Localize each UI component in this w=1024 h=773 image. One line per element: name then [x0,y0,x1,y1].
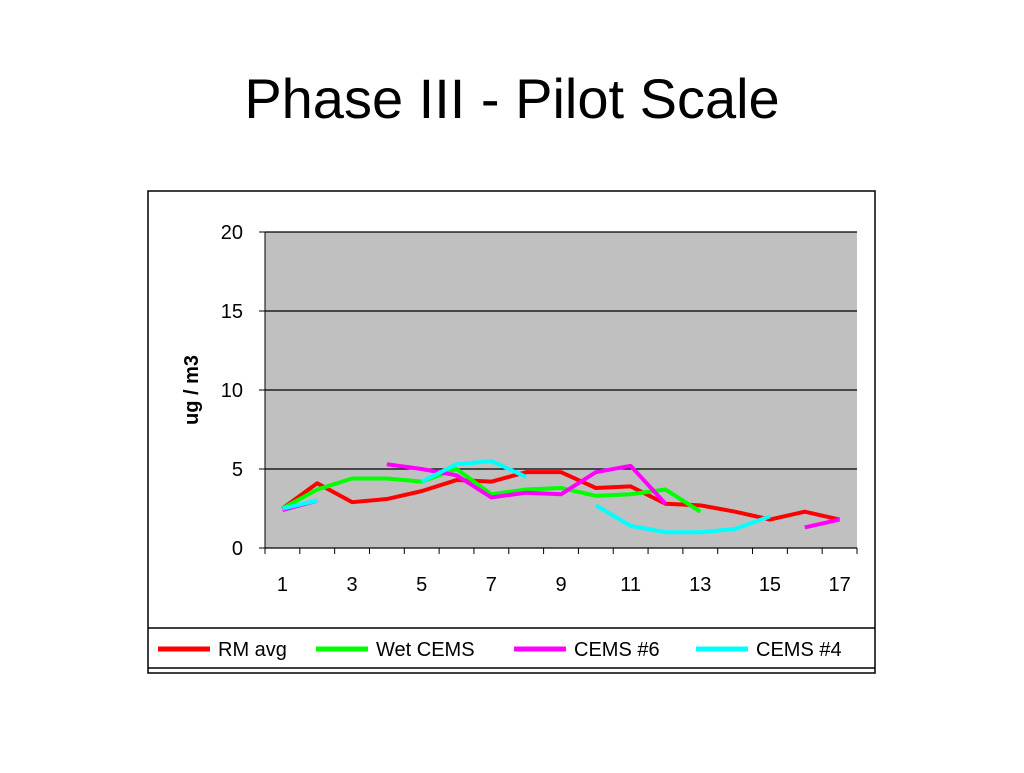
series-line [281,459,771,535]
y-tick-label: 20 [221,222,243,244]
legend-label: CEMS #4 [756,639,842,661]
slide-title: Phase III - Pilot Scale [244,67,779,130]
x-tick-label: 3 [346,574,357,596]
y-tick-label: 10 [221,380,243,402]
series-line [281,467,702,514]
x-tick-label: 9 [555,574,566,596]
y-tick-label: 5 [232,459,243,481]
y-tick-label: 0 [232,538,243,560]
legend-label: RM avg [218,639,287,661]
x-tick-label: 5 [416,574,427,596]
x-tick-label: 15 [759,574,781,596]
legend-label: Wet CEMS [376,639,475,661]
x-tick-label: 11 [620,574,641,596]
y-axis-label: ug / m3 [181,355,203,425]
legend-label: CEMS #6 [574,639,660,661]
x-tick-label: 17 [828,574,850,596]
x-tick-label: 1 [277,574,288,596]
x-tick-label: 13 [689,574,711,596]
y-tick-label: 15 [221,301,243,323]
series-line [281,470,841,522]
x-tick-label: 7 [486,574,497,596]
